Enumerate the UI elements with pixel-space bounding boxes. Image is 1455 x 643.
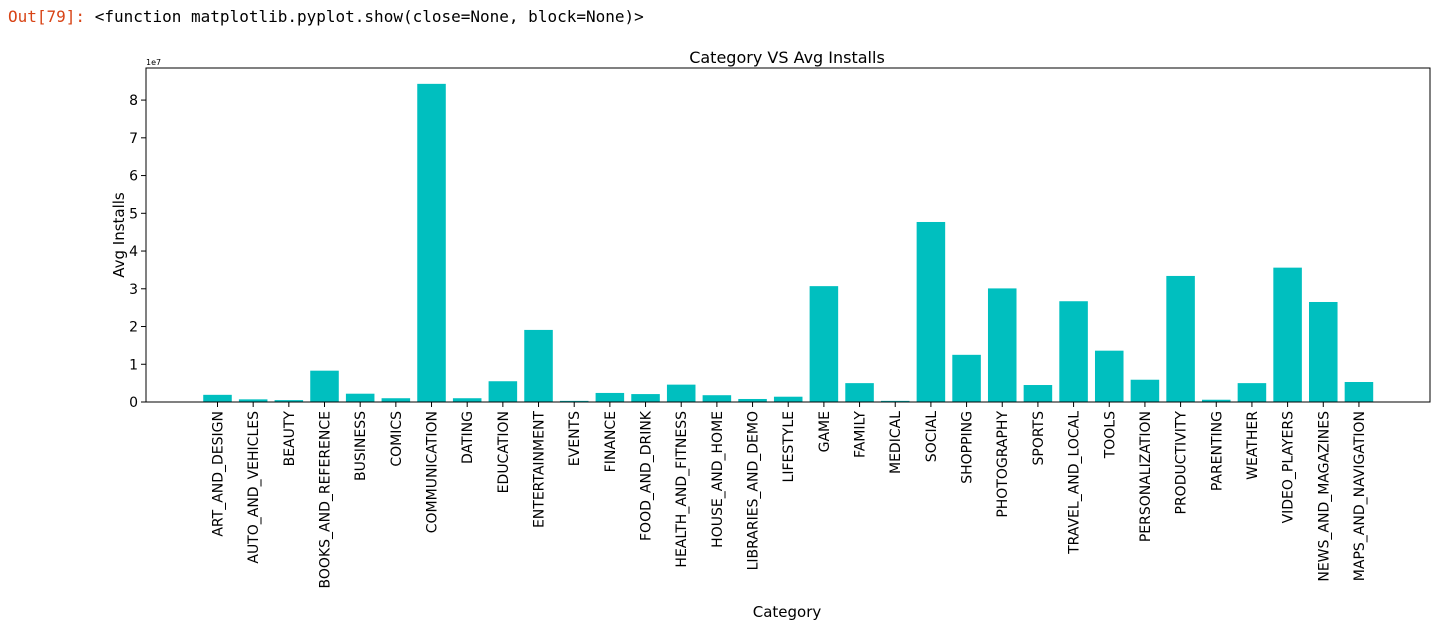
bar-finance xyxy=(595,392,625,402)
bar-events xyxy=(559,400,589,402)
y-tick-label: 2 xyxy=(129,320,138,336)
x-tick-label: GAME xyxy=(817,411,833,452)
output-cell: Out[79]: <function matplotlib.pyplot.sho… xyxy=(8,6,644,28)
bar-entertainment xyxy=(524,329,553,402)
x-tick-label: PERSONALIZATION xyxy=(1138,411,1154,542)
x-tick-label: PRODUCTIVITY xyxy=(1174,411,1190,515)
x-tick-label: NEWS_AND_MAGAZINES xyxy=(1316,411,1332,582)
x-tick-label: EDUCATION xyxy=(496,411,512,493)
bar-books-and-reference xyxy=(310,370,339,402)
bars xyxy=(203,83,1374,403)
bar-productivity xyxy=(1166,275,1195,402)
x-tick-label: LIFESTYLE xyxy=(781,411,797,482)
x-tick-label: FOOD_AND_DRINK xyxy=(639,410,655,541)
x-tick-label: PHOTOGRAPHY xyxy=(995,411,1011,518)
bar-game xyxy=(809,286,839,402)
y-axis: 0 1 2 3 4 5 6 7 8 xyxy=(129,93,146,411)
x-axis-title: Category xyxy=(753,603,822,621)
bar-communication xyxy=(417,83,446,403)
x-tick-label: COMMUNICATION xyxy=(425,411,441,533)
x-tick-label: EVENTS xyxy=(567,411,583,466)
x-tick-label: BEAUTY xyxy=(282,411,298,467)
x-tick-label: SPORTS xyxy=(1031,411,1047,466)
bar-dating xyxy=(452,398,482,402)
bar-shopping xyxy=(952,354,981,402)
bar-personalization xyxy=(1130,379,1160,402)
chart-title: Category VS Avg Installs xyxy=(689,48,885,67)
y-scale-label: 1e7 xyxy=(146,58,161,67)
y-tick-label: 7 xyxy=(129,131,138,147)
x-tick-label: DATING xyxy=(460,411,476,464)
y-tick-label: 5 xyxy=(129,206,138,222)
x-tick-label: HEALTH_AND_FITNESS xyxy=(674,411,690,568)
y-tick-label: 8 xyxy=(129,93,138,109)
x-tick-label: FAMILY xyxy=(853,411,869,458)
output-prompt: Out[79]: xyxy=(8,7,86,26)
bar-house-and-home xyxy=(702,395,732,402)
y-tick-label: 4 xyxy=(129,244,138,260)
bar-news-and-magazines xyxy=(1309,301,1338,402)
x-tick-label: BOOKS_AND_REFERENCE xyxy=(318,411,334,588)
output-text: <function matplotlib.pyplot.show(close=N… xyxy=(94,7,644,26)
x-tick-label: SOCIAL xyxy=(924,411,940,462)
bar-education xyxy=(488,381,518,402)
y-tick-label: 6 xyxy=(129,169,138,185)
y-axis-title: Avg Installs xyxy=(110,192,128,278)
x-tick-label: TOOLS xyxy=(1102,411,1118,459)
plot-frame xyxy=(145,67,1431,403)
x-tick-label: PARENTING xyxy=(1209,411,1225,491)
x-tick-label: COMICS xyxy=(389,411,405,467)
y-tick-label: 1 xyxy=(129,357,138,373)
bar-business xyxy=(345,393,375,402)
bar-tools xyxy=(1094,350,1124,402)
bar-comics xyxy=(381,398,411,402)
bar-photography xyxy=(987,288,1017,402)
x-tick-label: ART_AND_DESIGN xyxy=(211,411,227,537)
bar-travel-and-local xyxy=(1059,301,1088,402)
x-tick-label: WEATHER xyxy=(1245,411,1261,480)
x-tick-label: HOUSE_AND_HOME xyxy=(710,411,726,548)
bar-sports xyxy=(1023,385,1053,402)
x-tick-label: ENTERTAINMENT xyxy=(532,411,548,528)
x-tick-label: LIBRARIES_AND_DEMO xyxy=(746,411,762,570)
x-tick-label: SHOPPING xyxy=(960,411,976,484)
bar-medical xyxy=(880,400,910,402)
bar-social xyxy=(916,221,946,402)
x-tick-label: FINANCE xyxy=(603,411,619,472)
x-axis: ART_AND_DESIGN AUTO_AND_VEHICLES BEAUTY BOO… xyxy=(211,402,1368,588)
bar-weather xyxy=(1237,383,1267,402)
bar-health-and-fitness xyxy=(666,384,696,402)
x-tick-label: AUTO_AND_VEHICLES xyxy=(246,411,262,564)
bar-family xyxy=(845,383,874,402)
bar-beauty xyxy=(274,400,304,402)
y-tick-label: 3 xyxy=(129,282,138,298)
bar-video-players xyxy=(1273,267,1302,402)
x-tick-label: TRAVEL_AND_LOCAL xyxy=(1067,411,1083,555)
y-tick-label: 0 xyxy=(129,395,138,411)
bar-maps-and-navigation xyxy=(1344,381,1374,402)
x-tick-label: MAPS_AND_NAVIGATION xyxy=(1352,411,1368,581)
bar-libraries-and-demo xyxy=(738,398,767,402)
bar-food-and-drink xyxy=(631,394,660,402)
bar-art-and-design xyxy=(203,394,232,402)
bar-lifestyle xyxy=(773,396,803,402)
x-tick-label: MEDICAL xyxy=(888,411,904,474)
bar-auto-and-vehicles xyxy=(238,399,268,402)
x-tick-label: VIDEO_PLAYERS xyxy=(1281,411,1297,524)
bar-parenting xyxy=(1201,399,1231,402)
x-tick-label: BUSINESS xyxy=(353,411,369,481)
